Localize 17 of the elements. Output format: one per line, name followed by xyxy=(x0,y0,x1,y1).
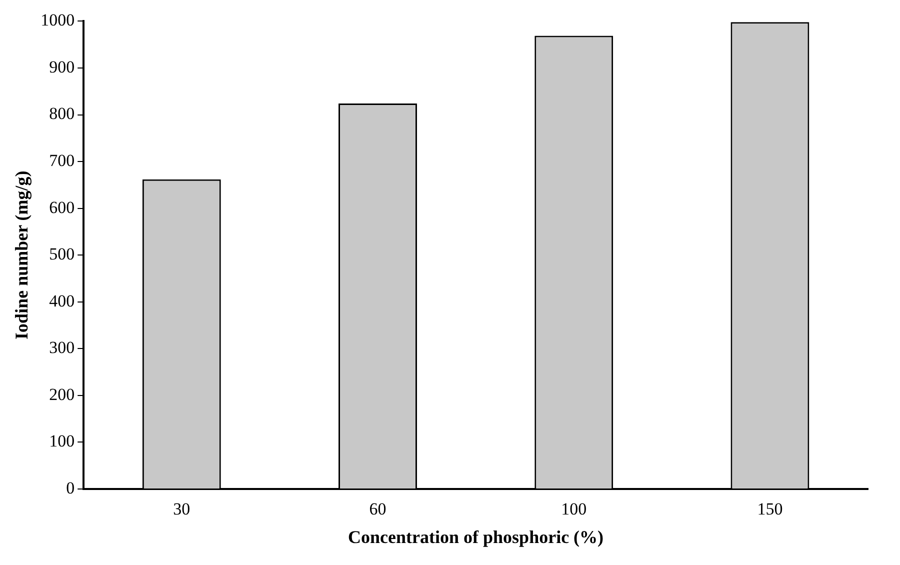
y-tick-label: 0 xyxy=(66,478,75,498)
y-axis-title: Iodine number (mg/g) xyxy=(11,170,32,340)
y-tick-label: 700 xyxy=(49,151,75,170)
y-tick-label: 600 xyxy=(49,198,75,217)
y-tick-label: 500 xyxy=(49,244,75,264)
x-tick-label: 60 xyxy=(369,500,386,519)
y-tick-label: 300 xyxy=(49,338,75,358)
y-tick-label: 900 xyxy=(49,57,75,76)
y-tick-label: 1000 xyxy=(40,10,75,30)
x-tick-label: 100 xyxy=(561,500,587,519)
x-tick-label: 150 xyxy=(757,500,783,519)
y-tick-label: 800 xyxy=(49,104,75,124)
x-axis-title: Concentration of phosphoric (%) xyxy=(348,526,604,547)
x-tick-label: 30 xyxy=(173,500,190,519)
y-tick-label: 200 xyxy=(49,384,75,404)
y-tick-label: 400 xyxy=(49,291,75,310)
y-tick-label: 100 xyxy=(49,432,75,451)
